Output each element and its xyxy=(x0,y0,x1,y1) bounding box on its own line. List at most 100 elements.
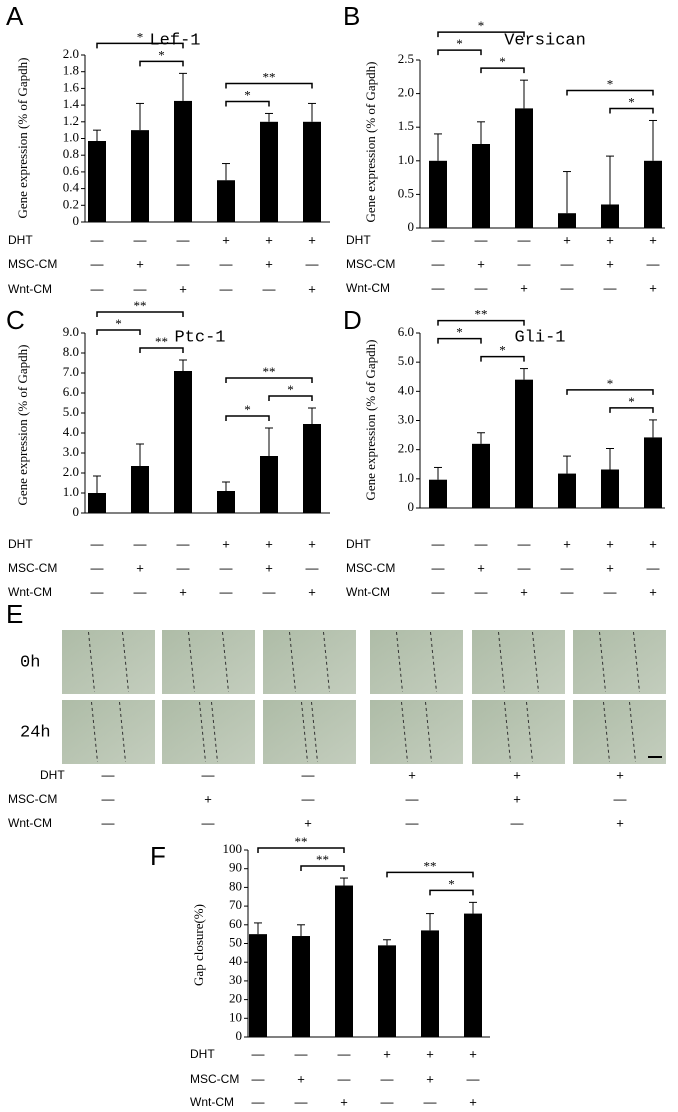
significance-bracket xyxy=(437,337,482,344)
condition-sign: — xyxy=(518,232,531,247)
condition-name: DHT xyxy=(8,233,33,247)
y-tick-label: 1.8 xyxy=(63,63,79,78)
wound-edge xyxy=(396,631,403,693)
condition-sign: — xyxy=(134,536,147,551)
bar xyxy=(174,371,192,513)
wound-edge xyxy=(122,631,129,693)
condition-sign: + xyxy=(383,1046,391,1061)
condition-sign: — xyxy=(263,281,276,296)
significance-bracket xyxy=(566,389,654,395)
condition-sign: — xyxy=(177,232,190,247)
error-bar xyxy=(297,924,305,937)
bar xyxy=(429,479,447,508)
significance-bracket xyxy=(139,347,184,353)
condition-name: Wnt-CM xyxy=(8,816,52,830)
condition-sign: — xyxy=(406,815,419,830)
wound-edge xyxy=(498,631,505,693)
condition-name: MSC-CM xyxy=(8,561,57,575)
condition-sign: — xyxy=(561,560,574,575)
condition-sign: — xyxy=(252,1094,265,1109)
condition-sign: + xyxy=(265,560,273,575)
condition-sign: — xyxy=(263,584,276,599)
significance-label: * xyxy=(456,36,463,51)
y-tick-label: 0 xyxy=(408,499,415,514)
micrograph xyxy=(62,700,155,764)
bar xyxy=(644,437,662,508)
condition-sign: — xyxy=(252,1046,265,1061)
bar xyxy=(464,913,482,1037)
micrograph xyxy=(472,700,565,764)
condition-sign: + xyxy=(426,1071,434,1086)
significance-label: * xyxy=(287,382,294,397)
condition-sign: + xyxy=(469,1094,477,1109)
condition-sign: + xyxy=(179,584,187,599)
condition-name: DHT xyxy=(346,233,371,247)
condition-sign: + xyxy=(408,767,416,782)
y-tick-label: 20 xyxy=(229,991,242,1006)
significance-bracket xyxy=(225,82,313,89)
condition-sign: — xyxy=(102,815,115,830)
condition-sign: — xyxy=(302,791,315,806)
significance-label: ** xyxy=(295,834,308,849)
bar xyxy=(472,443,490,508)
significance-label: * xyxy=(607,76,614,91)
y-tick-label: 0.5 xyxy=(398,185,414,200)
error-bar xyxy=(308,102,316,122)
significance-bracket xyxy=(437,49,482,56)
bar xyxy=(515,379,533,508)
significance-label: ** xyxy=(475,307,488,322)
error-bar xyxy=(265,427,273,456)
condition-sign: + xyxy=(477,256,485,271)
significance-bracket xyxy=(300,865,345,872)
condition-sign: — xyxy=(614,791,627,806)
y-tick-label: 2.0 xyxy=(398,85,414,100)
condition-name: MSC-CM xyxy=(190,1072,239,1086)
error-bar xyxy=(649,419,657,438)
wound-edge xyxy=(311,701,318,763)
bar xyxy=(217,180,235,222)
wound-edge xyxy=(323,631,330,693)
error-bar xyxy=(477,432,485,444)
bar xyxy=(515,108,533,228)
condition-sign: — xyxy=(338,1046,351,1061)
y-tick-label: 1.0 xyxy=(63,129,79,144)
significance-bracket xyxy=(437,319,525,326)
micrograph xyxy=(162,630,255,694)
condition-sign: + xyxy=(426,1046,434,1061)
condition-sign: — xyxy=(518,256,531,271)
wound-edge xyxy=(401,701,408,763)
condition-sign: — xyxy=(177,536,190,551)
error-bar xyxy=(520,79,528,109)
y-tick-label: 0 xyxy=(73,504,80,519)
condition-name: DHT xyxy=(346,537,371,551)
significance-bracket xyxy=(609,407,654,413)
y-tick-label: 50 xyxy=(229,934,242,949)
y-axis-label: Gene expression (% of Gapdh) xyxy=(363,61,378,222)
condition-sign: — xyxy=(306,560,319,575)
condition-sign: + xyxy=(308,232,316,247)
y-tick-label: 70 xyxy=(229,897,242,912)
condition-name: MSC-CM xyxy=(346,257,395,271)
y-tick-label: 7.0 xyxy=(63,364,79,379)
condition-sign: — xyxy=(475,232,488,247)
condition-name: Wnt-CM xyxy=(190,1095,234,1109)
chart-title: Gli-1 xyxy=(514,328,565,347)
condition-sign: — xyxy=(381,1094,394,1109)
significance-bracket xyxy=(268,395,313,401)
y-tick-label: 1.2 xyxy=(63,113,79,128)
error-bar xyxy=(222,163,230,181)
condition-sign: — xyxy=(381,1071,394,1086)
bar xyxy=(303,424,321,513)
error-bar xyxy=(434,466,442,480)
condition-sign: — xyxy=(432,536,445,551)
y-tick-label: 1.6 xyxy=(63,79,80,94)
condition-sign: + xyxy=(606,536,614,551)
condition-sign: — xyxy=(220,256,233,271)
significance-bracket xyxy=(96,311,184,317)
condition-sign: + xyxy=(304,815,312,830)
panel-letter: C xyxy=(6,305,25,335)
significance-label: ** xyxy=(134,298,147,313)
bar xyxy=(601,204,619,228)
condition-sign: — xyxy=(134,232,147,247)
y-tick-label: 2.5 xyxy=(398,51,414,66)
